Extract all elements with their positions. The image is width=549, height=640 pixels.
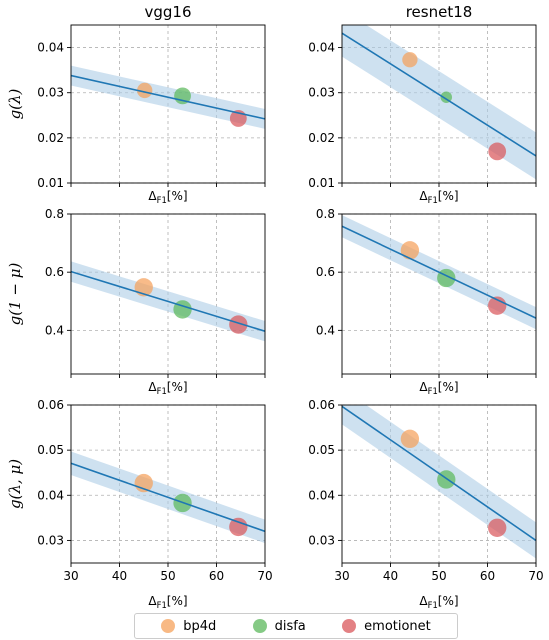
y-tick-label: 0.02 [37,131,64,145]
x-tick-label: 70 [257,569,272,583]
x-axis-label: ΔF1[%] [419,189,458,205]
x-axis-label: ΔF1[%] [419,594,458,610]
y-tick-label: 0.8 [316,207,335,221]
legend: bp4d disfa emotionet [134,613,458,639]
y-tick-label: 0.8 [45,207,64,221]
x-tick-label: 60 [480,569,495,583]
y-tick-label: 0.06 [37,398,64,412]
y-tick-label: 0.01 [37,176,64,190]
x-tick-label: 30 [63,569,78,583]
fit-line [71,270,265,333]
legend-label-disfa: disfa [274,618,306,634]
panel-1: 0.01 0.02 0.03 0.04 ΔF1[%] vgg16 g(λ) [6,3,266,205]
legend-marker-emotionet [342,619,357,633]
y-tick-label: 0.4 [316,323,335,337]
x-tick-label: 50 [431,569,446,583]
y-axis-label: g(1 − μ) [6,263,24,326]
x-tick-label: 40 [112,569,127,583]
y-tick-label: 0.03 [308,86,335,100]
point-emotionet [229,517,248,537]
point-emotionet [488,518,507,537]
y-tick-label: 0.06 [308,398,335,412]
y-tick-label: 0.4 [45,323,64,337]
legend-marker-disfa [252,619,267,633]
x-tick-label: 50 [160,569,175,583]
y-tick-label: 0.04 [37,488,64,502]
legend-marker-bp4d [161,619,176,633]
fit-line [342,405,536,542]
y-tick-label: 0.02 [308,131,335,145]
y-tick-label: 0.03 [308,533,335,547]
x-axis-label: ΔF1[%] [148,380,187,396]
panel-title: resnet18 [406,3,473,21]
y-tick-label: 0.03 [37,86,64,100]
x-tick-label: 70 [528,569,543,583]
point-emotionet [488,296,507,315]
y-tick-label: 0.6 [45,265,64,279]
y-tick-label: 0.05 [308,443,335,457]
legend-item-bp4d: bp4d [161,619,216,634]
fit-line [71,74,265,120]
panel-4: 0.4 0.6 0.8 ΔF1[%] [316,207,537,396]
point-bp4d [402,52,418,68]
point-emotionet [229,315,248,334]
legend-label-bp4d: bp4d [183,618,217,634]
panel-2: 0.01 0.02 0.03 0.04 ΔF1[%] resnet18 [308,3,537,205]
y-axis-label: g(λ) [6,88,24,119]
panel-3: 0.4 0.6 0.8 ΔF1[%] g(1 − μ) [6,207,266,396]
panel-6: 30 40 50 60 70 0.03 0.04 0.05 0.06 ΔF1[%] [308,398,543,610]
fit-line [71,462,265,533]
point-bp4d [400,429,420,449]
y-tick-label: 0.03 [37,533,64,547]
legend-label-emotionet: emotionet [364,618,431,634]
fit-line [342,32,536,157]
y-tick-label: 0.05 [37,443,64,457]
point-bp4d [400,241,420,260]
panel-title: vgg16 [144,3,191,21]
y-tick-label: 0.04 [308,41,335,55]
point-bp4d [137,82,153,99]
panel-5: 30 40 50 60 70 0.03 0.04 0.05 0.06 ΔF1[%] g(λ, μ) [6,398,273,610]
point-disfa [173,300,192,319]
x-tick-label: 30 [334,569,349,583]
x-axis-label: ΔF1[%] [148,189,187,205]
x-axis-label: ΔF1[%] [419,380,458,396]
fit-line [342,225,536,319]
legend-item-disfa: disfa [252,618,306,634]
x-tick-label: 60 [209,569,224,583]
y-axis-label: g(λ, μ) [6,459,24,509]
point-emotionet [488,142,507,161]
y-tick-label: 0.04 [308,488,335,502]
legend-item-emotionet: emotionet [342,619,431,634]
y-tick-label: 0.6 [316,265,335,279]
y-tick-label: 0.04 [37,41,64,55]
x-axis-label: ΔF1[%] [148,594,187,610]
x-tick-label: 40 [383,569,398,583]
y-tick-label: 0.01 [308,176,335,190]
